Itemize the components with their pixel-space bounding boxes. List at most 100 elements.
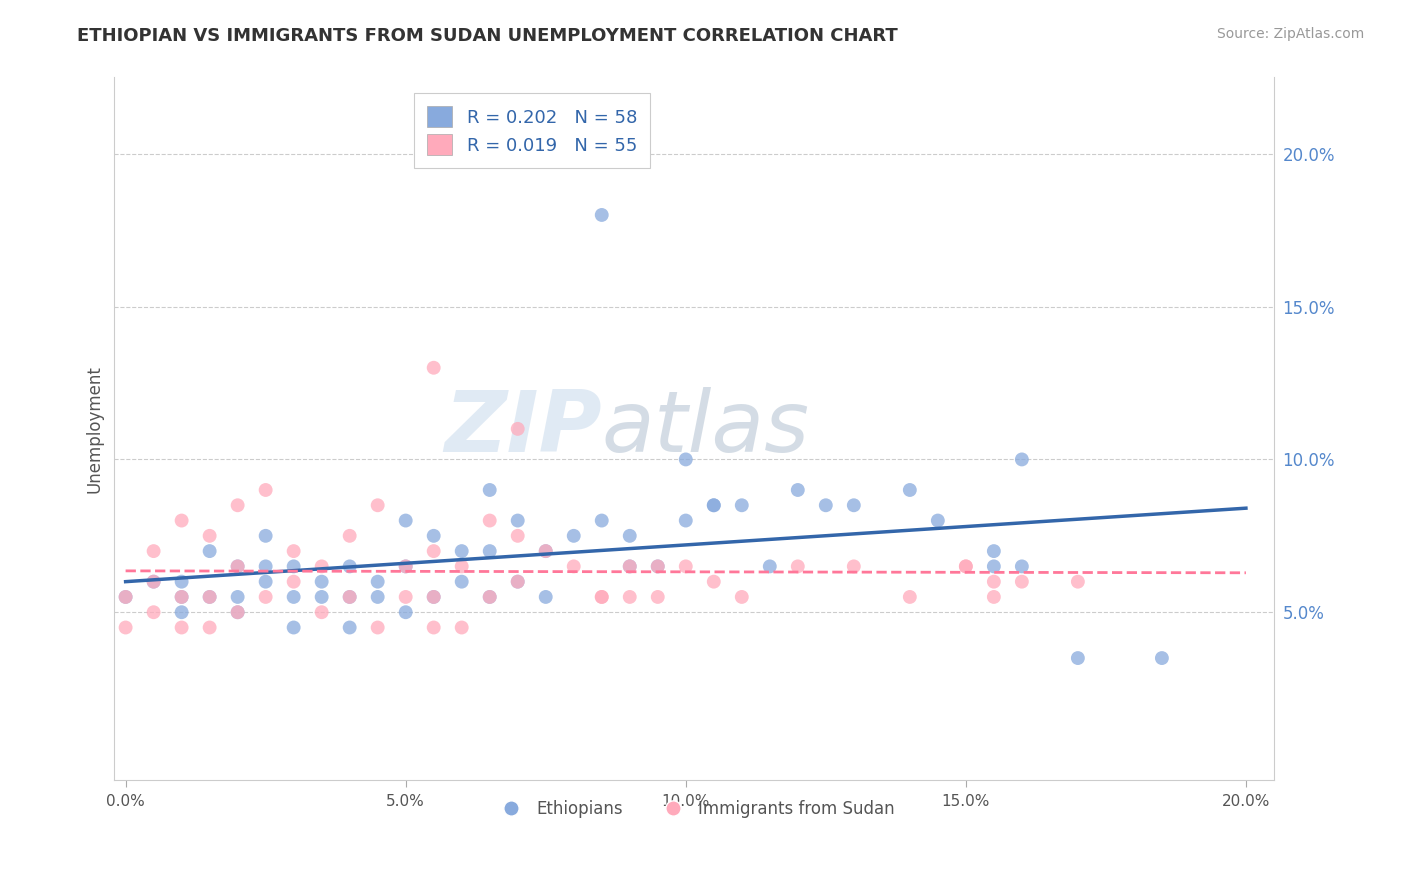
Point <box>367 574 389 589</box>
Point <box>395 559 418 574</box>
Point <box>254 559 277 574</box>
Point <box>226 498 249 512</box>
Point <box>311 559 333 574</box>
Point <box>395 590 418 604</box>
Point <box>786 559 808 574</box>
Point <box>114 590 136 604</box>
Point <box>422 544 444 558</box>
Point <box>142 544 165 558</box>
Point <box>254 590 277 604</box>
Point <box>731 590 754 604</box>
Point <box>198 529 221 543</box>
Point <box>1067 574 1090 589</box>
Point <box>311 574 333 589</box>
Point <box>254 483 277 497</box>
Point <box>198 590 221 604</box>
Point <box>647 559 669 574</box>
Point <box>562 529 585 543</box>
Point <box>983 544 1005 558</box>
Point <box>562 559 585 574</box>
Point <box>226 590 249 604</box>
Point <box>478 514 501 528</box>
Point <box>647 590 669 604</box>
Point <box>226 559 249 574</box>
Point <box>619 559 641 574</box>
Point <box>478 544 501 558</box>
Point <box>591 514 613 528</box>
Point <box>534 544 557 558</box>
Point <box>142 574 165 589</box>
Point <box>506 422 529 436</box>
Point <box>703 574 725 589</box>
Point <box>955 559 977 574</box>
Point <box>983 574 1005 589</box>
Point <box>114 590 136 604</box>
Point <box>311 605 333 619</box>
Point <box>927 514 949 528</box>
Point <box>339 620 361 634</box>
Point <box>450 574 472 589</box>
Point <box>170 590 193 604</box>
Point <box>842 498 865 512</box>
Point <box>226 559 249 574</box>
Point <box>254 574 277 589</box>
Point <box>198 620 221 634</box>
Point <box>450 620 472 634</box>
Point <box>422 620 444 634</box>
Point <box>198 544 221 558</box>
Text: Source: ZipAtlas.com: Source: ZipAtlas.com <box>1216 27 1364 41</box>
Point <box>450 559 472 574</box>
Point <box>283 620 305 634</box>
Point <box>367 620 389 634</box>
Point <box>254 529 277 543</box>
Point <box>367 590 389 604</box>
Point <box>395 559 418 574</box>
Point <box>842 559 865 574</box>
Point <box>647 559 669 574</box>
Point <box>283 574 305 589</box>
Point <box>450 544 472 558</box>
Point <box>703 498 725 512</box>
Point <box>170 514 193 528</box>
Point <box>283 590 305 604</box>
Point <box>759 559 782 574</box>
Point <box>478 483 501 497</box>
Point <box>591 208 613 222</box>
Point <box>955 559 977 574</box>
Point <box>506 514 529 528</box>
Point <box>675 514 697 528</box>
Point <box>506 529 529 543</box>
Point <box>506 574 529 589</box>
Point <box>142 574 165 589</box>
Point <box>367 498 389 512</box>
Text: ZIP: ZIP <box>444 387 602 470</box>
Point <box>311 590 333 604</box>
Point <box>339 590 361 604</box>
Point <box>395 605 418 619</box>
Point <box>983 590 1005 604</box>
Point <box>422 590 444 604</box>
Point <box>1011 559 1033 574</box>
Point <box>703 498 725 512</box>
Point <box>198 590 221 604</box>
Point <box>619 590 641 604</box>
Point <box>1011 452 1033 467</box>
Point <box>983 559 1005 574</box>
Point <box>339 529 361 543</box>
Point <box>478 590 501 604</box>
Point <box>170 620 193 634</box>
Text: ETHIOPIAN VS IMMIGRANTS FROM SUDAN UNEMPLOYMENT CORRELATION CHART: ETHIOPIAN VS IMMIGRANTS FROM SUDAN UNEMP… <box>77 27 898 45</box>
Point <box>422 590 444 604</box>
Point <box>170 590 193 604</box>
Point <box>478 590 501 604</box>
Point <box>898 590 921 604</box>
Point <box>226 605 249 619</box>
Point <box>619 559 641 574</box>
Point <box>591 590 613 604</box>
Point <box>619 529 641 543</box>
Point <box>283 559 305 574</box>
Point <box>534 590 557 604</box>
Point <box>898 483 921 497</box>
Point <box>1150 651 1173 665</box>
Point <box>731 498 754 512</box>
